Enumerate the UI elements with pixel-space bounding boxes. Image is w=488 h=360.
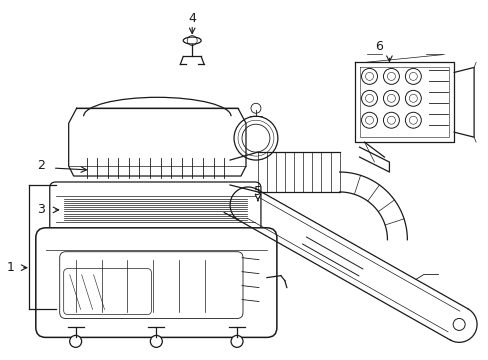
Circle shape	[69, 336, 81, 347]
FancyBboxPatch shape	[60, 252, 243, 319]
Circle shape	[405, 90, 421, 106]
Circle shape	[383, 68, 399, 84]
FancyBboxPatch shape	[50, 182, 261, 236]
Circle shape	[405, 112, 421, 128]
Text: 1: 1	[7, 261, 15, 274]
Text: 5: 5	[253, 185, 262, 198]
Text: 6: 6	[375, 40, 383, 53]
Circle shape	[361, 90, 377, 106]
FancyBboxPatch shape	[36, 228, 276, 337]
Circle shape	[405, 68, 421, 84]
Circle shape	[230, 336, 243, 347]
Circle shape	[361, 112, 377, 128]
Polygon shape	[68, 108, 245, 176]
Text: 2: 2	[37, 158, 44, 172]
FancyBboxPatch shape	[63, 269, 151, 315]
Circle shape	[234, 116, 277, 160]
Polygon shape	[359, 147, 388, 172]
Circle shape	[361, 68, 377, 84]
Text: 4: 4	[188, 12, 196, 25]
Text: 3: 3	[37, 203, 44, 216]
Circle shape	[383, 112, 399, 128]
Circle shape	[452, 319, 464, 330]
Circle shape	[383, 90, 399, 106]
Circle shape	[150, 336, 162, 347]
